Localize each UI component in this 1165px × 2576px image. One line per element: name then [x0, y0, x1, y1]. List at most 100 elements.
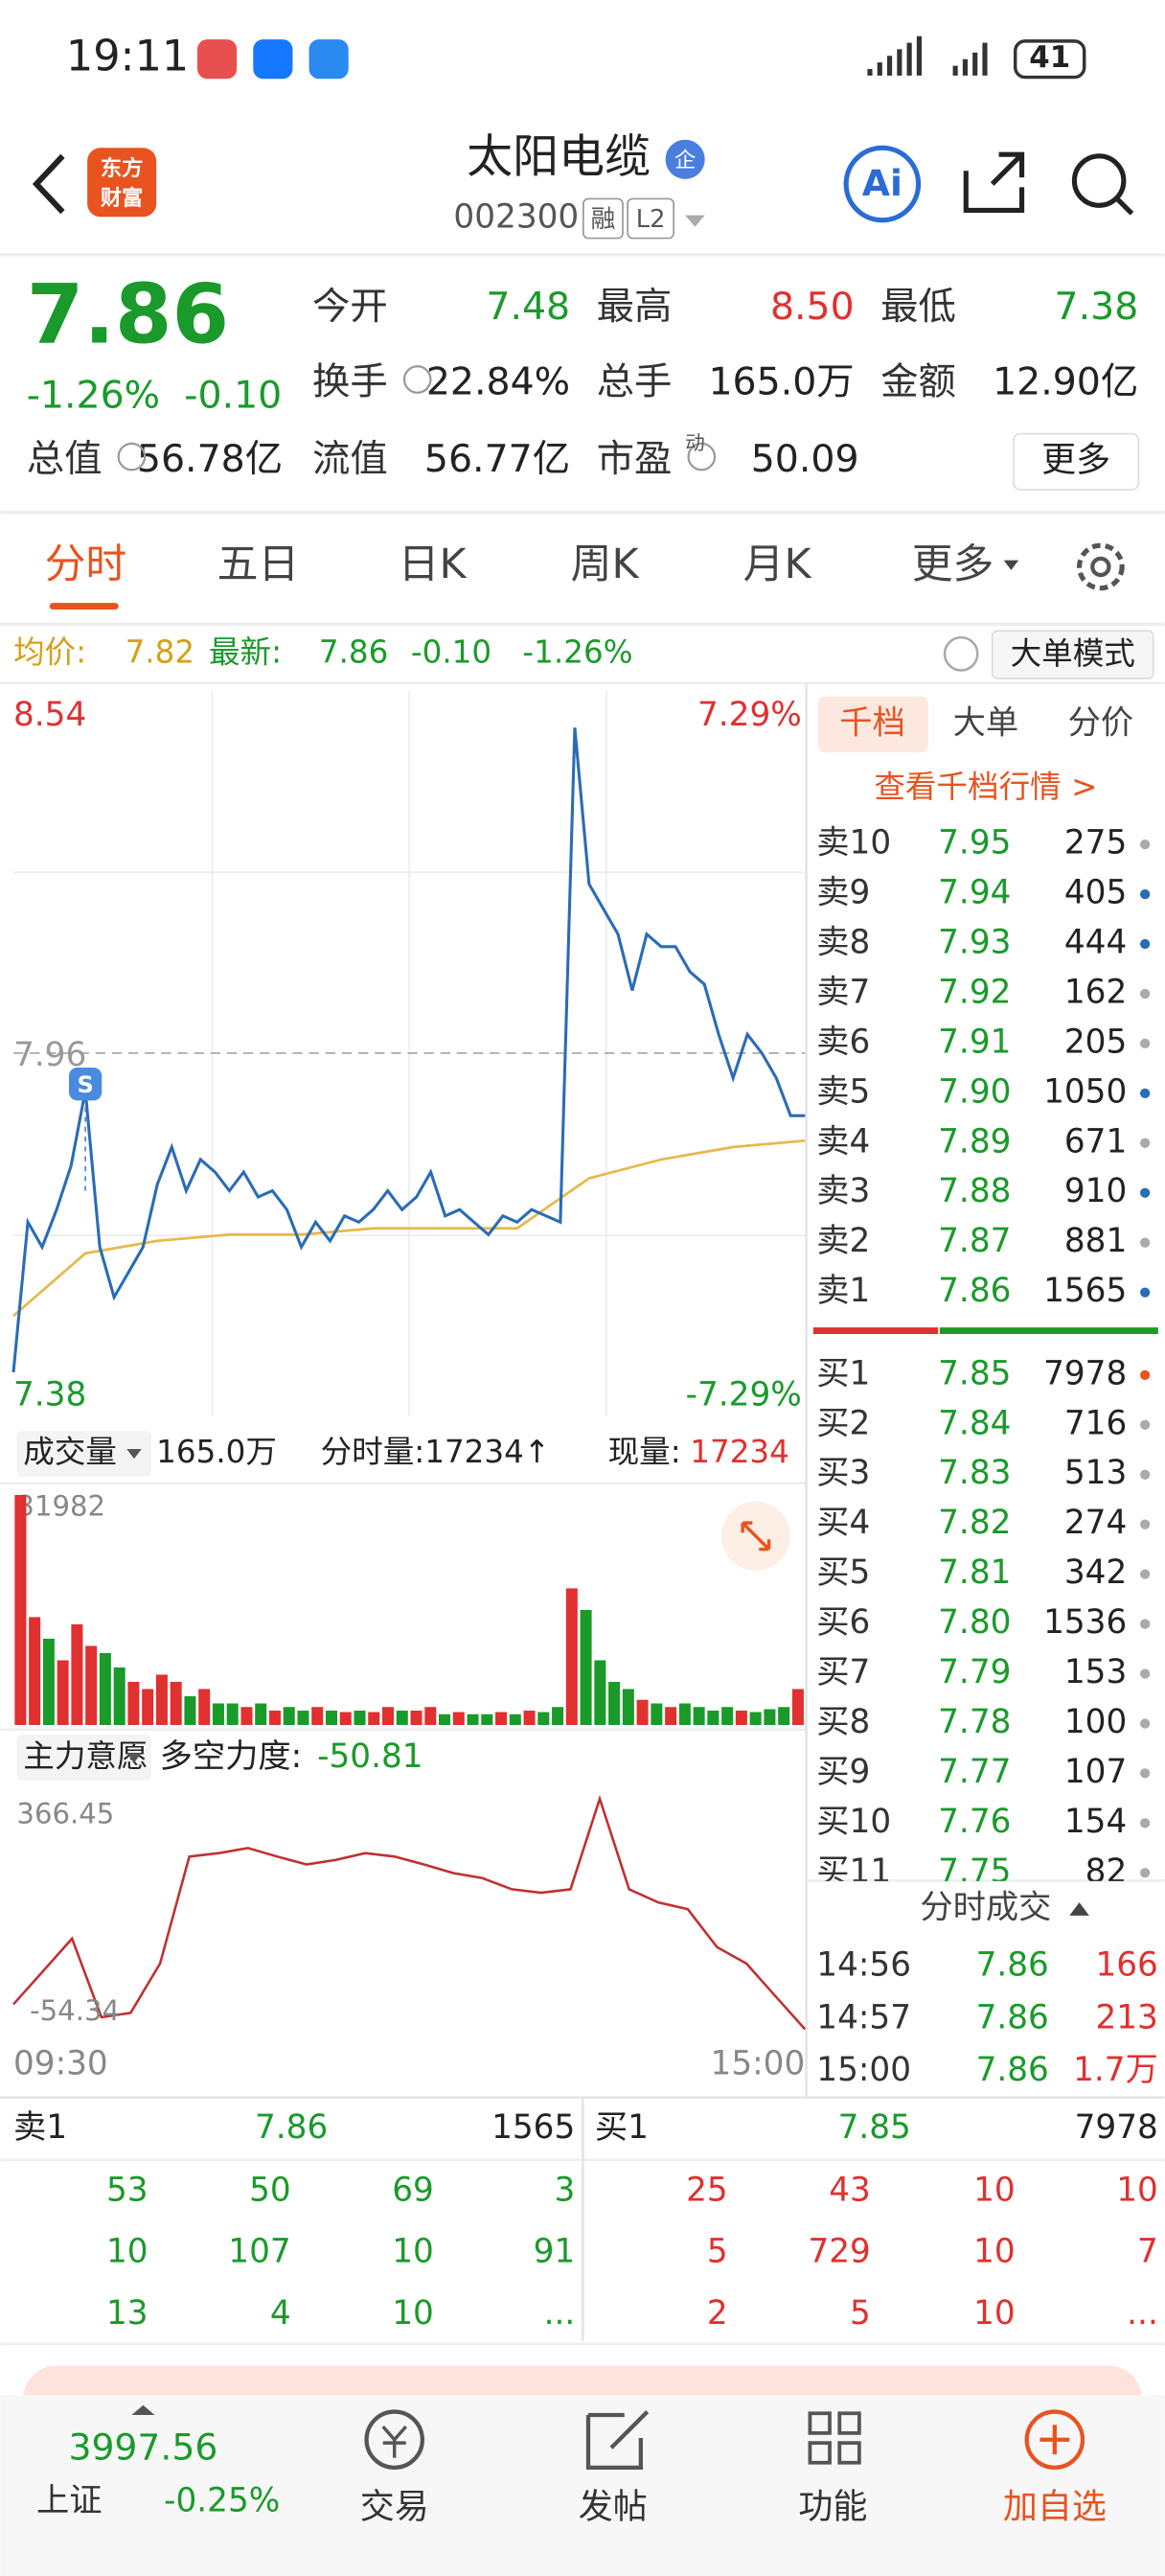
nav-item[interactable]: 交易	[360, 2488, 429, 2527]
more-button-text[interactable]: 更多	[1041, 441, 1110, 480]
latest-value: 7.86	[319, 633, 389, 670]
volume-segment: 分时量:17234↑	[321, 1434, 551, 1470]
change: -0.10	[184, 373, 282, 417]
divider	[0, 511, 1165, 515]
book-dot	[1140, 888, 1151, 900]
field-label: 流值	[312, 437, 388, 481]
volume-bar	[325, 1710, 337, 1725]
info-icon	[117, 442, 147, 472]
ai-button[interactable]	[843, 145, 922, 223]
bottom-nav	[0, 2395, 1165, 2576]
tag: 融	[591, 205, 616, 234]
book-label: 卖8	[816, 924, 870, 962]
bid-list: 买1 7.85 7978 买2 7.84 716 买3 7.83 513 买4 7.82 274 买5 7…	[816, 1354, 1151, 1881]
sell-order: 53	[106, 2171, 148, 2209]
share-button[interactable]	[963, 151, 1025, 213]
book-label: 卖5	[816, 1072, 870, 1111]
book-label: 买4	[816, 1504, 870, 1542]
pe-note: 动	[685, 431, 705, 454]
help-icon[interactable]	[943, 635, 979, 672]
ask-bar	[812, 1327, 939, 1334]
tab[interactable]: 月K	[743, 540, 812, 588]
volume-bar	[410, 1710, 423, 1725]
book-dot	[1140, 1619, 1151, 1629]
book-price: 7.86	[938, 1272, 1011, 1310]
stock-name: 太阳电缆	[467, 129, 651, 183]
volume-bar	[721, 1707, 734, 1725]
book-dot	[1140, 1718, 1151, 1729]
trade-price: 7.86	[976, 1998, 1049, 2036]
depth-tab[interactable]: 分价	[1068, 703, 1134, 742]
flow-selector[interactable]	[16, 1735, 151, 1782]
nav-item[interactable]: 加自选	[1003, 2488, 1107, 2527]
tab[interactable]: 分时	[45, 540, 127, 588]
sell-order: 50	[249, 2171, 291, 2209]
volume-bar	[452, 1712, 465, 1725]
app-icon	[197, 39, 238, 80]
trade-price: 7.86	[976, 1945, 1049, 1984]
tab[interactable]: 周K	[571, 540, 640, 588]
tab[interactable]: 日K	[399, 540, 468, 588]
mode-button[interactable]	[991, 630, 1154, 679]
volume-bar	[764, 1709, 776, 1725]
field-label: 最低	[880, 285, 956, 329]
avg-label: 均价:	[13, 633, 86, 670]
volume-bar	[99, 1652, 111, 1725]
depth-link[interactable]: 查看千档行情 >	[874, 769, 1097, 805]
selector-arrow	[126, 1753, 142, 1763]
volume-bar	[127, 1681, 140, 1725]
buy-order: 5	[707, 2233, 728, 2271]
book-volume: 274	[1064, 1504, 1127, 1542]
volume-bar	[14, 1495, 27, 1725]
search-button[interactable]	[1071, 153, 1127, 208]
book-dot	[1140, 1569, 1151, 1579]
volume-bar	[594, 1660, 606, 1725]
book-label: 卖10	[816, 824, 891, 862]
volume-bar	[85, 1645, 98, 1725]
book-volume: 7978	[1043, 1354, 1127, 1392]
trades-arrow	[1069, 1902, 1089, 1916]
sell-order: 91	[534, 2233, 576, 2271]
volume-bar	[29, 1617, 41, 1725]
index-name: 上证	[36, 2481, 103, 2519]
field-label: 市盈	[597, 437, 673, 481]
book-price: 7.90	[938, 1072, 1011, 1111]
divider	[0, 622, 1165, 627]
nav-item[interactable]: 发帖	[579, 2488, 648, 2527]
depth-tab[interactable]: 千档	[839, 703, 905, 742]
buy-order: 10	[973, 2171, 1016, 2209]
book-dot	[1140, 1519, 1151, 1530]
field-value: 56.77亿	[424, 437, 570, 481]
back-button[interactable]	[32, 153, 65, 215]
volume-bar	[113, 1667, 126, 1725]
ai-text[interactable]: Ai	[862, 162, 902, 204]
settings-button[interactable]	[1076, 542, 1125, 591]
depth-tab[interactable]: 大单	[953, 703, 1019, 742]
index-value[interactable]: 3997.56	[68, 2426, 217, 2468]
volume-selector[interactable]	[16, 1431, 151, 1478]
tab[interactable]: 更多	[912, 540, 994, 588]
more-button[interactable]	[1013, 432, 1140, 491]
bid-bar	[939, 1327, 1158, 1334]
volume-bar	[552, 1707, 564, 1725]
book-label: 买5	[816, 1553, 870, 1592]
buy-order: 5	[850, 2294, 871, 2333]
book-label: 买1	[816, 1354, 870, 1392]
nav-item[interactable]: 功能	[798, 2488, 867, 2527]
book-price: 7.87	[938, 1222, 1011, 1260]
volume-label[interactable]: 成交量	[23, 1434, 117, 1470]
battery-level: 41	[1029, 40, 1070, 75]
price-min: 7.38	[13, 1376, 86, 1414]
sell-order: 3	[554, 2171, 575, 2209]
mode-text[interactable]: 大单模式	[1011, 635, 1135, 672]
book-volume: 881	[1064, 1222, 1127, 1260]
volume-bar	[184, 1695, 196, 1725]
logo-text: 东方	[101, 155, 144, 181]
tab[interactable]: 五日	[217, 540, 300, 588]
flow-label[interactable]: 主力意愿	[23, 1737, 148, 1774]
pct-max: 7.29%	[697, 696, 802, 734]
depth-tab-active[interactable]	[818, 696, 928, 753]
trades-title: 分时成交	[920, 1888, 1051, 1926]
volume-bar	[368, 1712, 380, 1725]
